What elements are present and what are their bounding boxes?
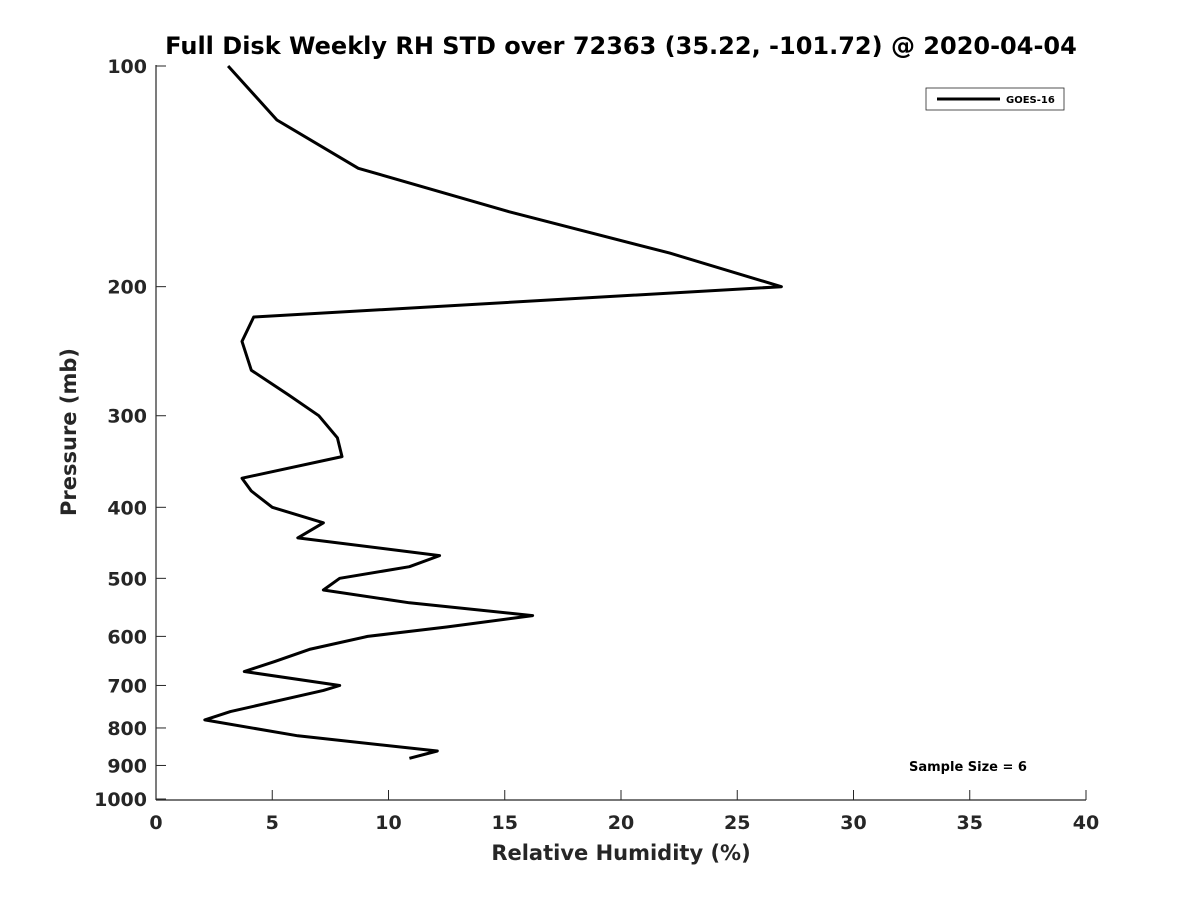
y-tick-label: 300 [107,406,147,428]
y-tick-label: 200 [107,277,147,299]
x-tick-label: 40 [1073,812,1099,834]
legend-label-goes-16: GOES-16 [1006,95,1055,106]
y-tick-label: 800 [107,718,147,740]
y-tick-label: 400 [107,497,147,519]
y-ticks: 100 200 300 400 500 600 700 800 900 1000 [94,56,166,811]
x-ticks: 0 5 10 15 20 25 30 35 40 [149,790,1099,834]
x-axis-label: Relative Humidity (%) [491,841,750,865]
sample-size-annotation: Sample Size = 6 [909,760,1027,775]
series-line-goes-16 [203,64,783,760]
y-tick-label: 700 [107,675,147,697]
x-tick-label: 25 [724,812,750,834]
y-tick-label: 1000 [94,789,147,811]
x-tick-label: 0 [149,812,162,834]
x-tick-label: 15 [492,812,518,834]
x-tick-label: 35 [957,812,983,834]
x-tick-label: 30 [840,812,866,834]
y-tick-label: 900 [107,755,147,777]
y-tick-label: 500 [107,568,147,590]
y-tick-label: 100 [107,56,147,78]
y-axis-label: Pressure (mb) [57,348,81,516]
y-tick-label: 600 [107,626,147,648]
x-tick-label: 20 [608,812,634,834]
chart-title: Full Disk Weekly RH STD over 72363 (35.2… [165,32,1077,60]
x-tick-label: 10 [375,812,401,834]
x-tick-label: 5 [266,812,279,834]
legend: GOES-16 [925,87,1065,111]
